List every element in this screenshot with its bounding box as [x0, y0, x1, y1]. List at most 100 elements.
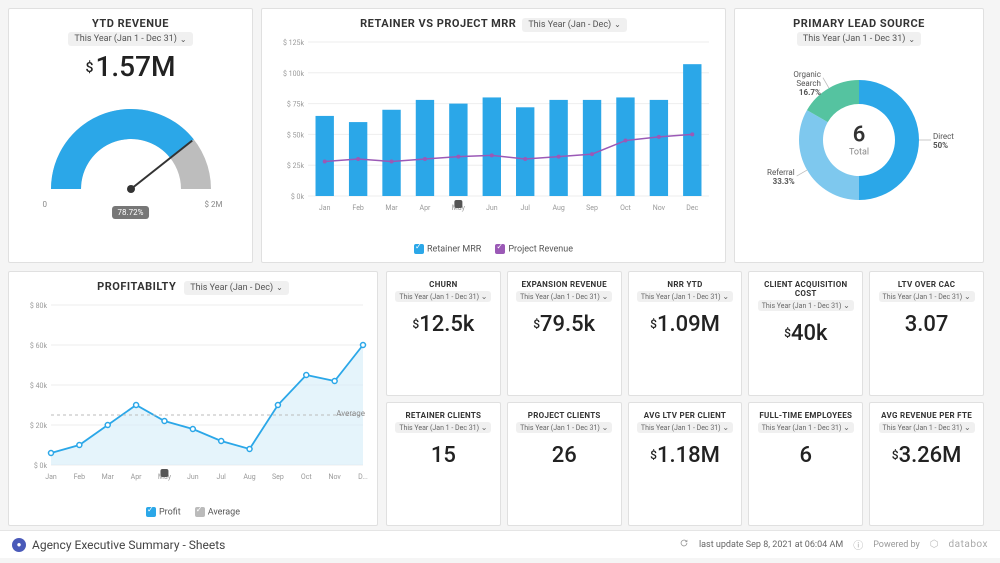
- svg-text:$ 60k: $ 60k: [30, 342, 48, 350]
- gauge-min-label: 0: [43, 200, 48, 209]
- gauge-pct-badge: 78.72%: [112, 206, 150, 219]
- ytd-revenue-title: YTD REVENUE: [92, 17, 169, 30]
- svg-text:Jan: Jan: [319, 204, 331, 212]
- svg-text:Mar: Mar: [102, 473, 115, 481]
- chevron-down-icon: ⌄: [908, 35, 915, 44]
- svg-text:Aug: Aug: [552, 204, 564, 212]
- chevron-down-icon: ⌄: [964, 292, 971, 301]
- ytd-revenue-card: YTD REVENUE This Year (Jan 1 - Dec 31) ⌄…: [8, 8, 253, 263]
- svg-text:Oct: Oct: [301, 473, 312, 481]
- kpi-value: $1.18M: [650, 443, 720, 468]
- refresh-icon[interactable]: [679, 538, 689, 551]
- mrr-chart-body: $ 0k$ 25k$ 50k$ 75k$ 100k$ 125kJanFebMar…: [270, 36, 717, 240]
- donut-center-value: 6: [849, 123, 869, 148]
- kpi-title: RETAINER CLIENTS: [406, 411, 482, 420]
- donut-slice-label: Direct50%: [933, 132, 954, 150]
- svg-text:$ 40k: $ 40k: [30, 382, 48, 390]
- donut-center: 6 Total: [849, 123, 869, 158]
- svg-text:Jun: Jun: [486, 204, 498, 212]
- profitability-title: PROFITABILTY: [97, 280, 176, 293]
- legend-retainer[interactable]: Retainer MRR: [414, 244, 481, 254]
- svg-text:Nov: Nov: [328, 473, 341, 481]
- kpi-period-select[interactable]: This Year (Jan 1 - Dec 31) ⌄: [758, 300, 854, 311]
- mrr-legend: Retainer MRR Project Revenue: [414, 244, 573, 254]
- svg-text:Sep: Sep: [272, 473, 284, 481]
- kpi-period-select[interactable]: This Year (Jan 1 - Dec 31) ⌄: [395, 291, 491, 302]
- svg-text:Oct: Oct: [620, 204, 631, 212]
- kpi-title: PROJECT CLIENTS: [528, 411, 601, 420]
- footer-bar: ● Agency Executive Summary - Sheets last…: [0, 530, 1000, 558]
- chevron-down-icon: ⌄: [614, 20, 621, 29]
- chevron-down-icon: ⌄: [276, 283, 283, 292]
- chevron-down-icon: ⌄: [722, 423, 729, 432]
- kpi-period-select[interactable]: This Year (Jan 1 - Dec 31) ⌄: [879, 291, 975, 302]
- donut-slice-label: Referral33.3%: [767, 168, 795, 186]
- kpi-value: $1.09M: [650, 312, 720, 337]
- gauge-max-label: $ 2M: [205, 200, 223, 209]
- last-update-text: last update Sep 8, 2021 at 06:04 AM: [699, 540, 843, 550]
- kpi-period-select[interactable]: This Year (Jan 1 - Dec 31) ⌄: [395, 422, 491, 433]
- row-2: PROFITABILTY This Year (Jan - Dec) ⌄ $ 0…: [8, 271, 984, 526]
- svg-text:$ 75k: $ 75k: [287, 101, 305, 109]
- kpi-title: CHURN: [429, 280, 457, 289]
- legend-profit[interactable]: Profit: [146, 507, 181, 517]
- kpi-value: 6: [800, 443, 813, 468]
- legend-project[interactable]: Project Revenue: [495, 244, 573, 254]
- mrr-chart-card: RETAINER VS PROJECT MRR This Year (Jan -…: [261, 8, 726, 263]
- board-name: Agency Executive Summary - Sheets: [32, 538, 225, 552]
- currency-prefix: $: [86, 60, 94, 76]
- period-label: This Year (Jan 1 - Dec 31): [803, 34, 906, 44]
- kpi-value: 26: [552, 443, 577, 468]
- kpi-title: AVG REVENUE PER FTE: [881, 411, 972, 420]
- kpi-title: FULL-TIME EMPLOYEES: [759, 411, 852, 420]
- kpi-period-select[interactable]: This Year (Jan 1 - Dec 31) ⌄: [637, 291, 733, 302]
- svg-text:$ 20k: $ 20k: [30, 422, 48, 430]
- kpi-value: $40k: [784, 321, 827, 346]
- mrr-period-select[interactable]: This Year (Jan - Dec) ⌄: [522, 18, 627, 32]
- kpi-title: CLIENT ACQUISITION COST: [753, 280, 858, 298]
- donut-slice-label: Organic Search16.7%: [769, 70, 821, 97]
- dashboard-grid: YTD REVENUE This Year (Jan 1 - Dec 31) ⌄…: [0, 0, 1000, 530]
- svg-text:D...: D...: [358, 473, 368, 481]
- kpi-period-select[interactable]: This Year (Jan 1 - Dec 31) ⌄: [879, 422, 975, 433]
- kpi-period-select[interactable]: This Year (Jan 1 - Dec 31) ⌄: [516, 291, 612, 302]
- ytd-revenue-period-select[interactable]: This Year (Jan 1 - Dec 31) ⌄: [68, 32, 192, 46]
- chevron-down-icon: ⌄: [843, 301, 850, 310]
- kpi-period-select[interactable]: This Year (Jan 1 - Dec 31) ⌄: [758, 422, 854, 433]
- kpi-card: LTV OVER CACThis Year (Jan 1 - Dec 31) ⌄…: [869, 271, 984, 396]
- period-label: This Year (Jan 1 - Dec 31): [74, 34, 177, 44]
- legend-average[interactable]: Average: [195, 507, 240, 517]
- svg-text:Jun: Jun: [187, 473, 199, 481]
- kpi-title: AVG LTV PER CLIENT: [644, 411, 726, 420]
- lead-source-period-select[interactable]: This Year (Jan 1 - Dec 31) ⌄: [797, 32, 921, 46]
- kpi-title: NRR YTD: [667, 280, 702, 289]
- brand-name: databox: [949, 539, 988, 550]
- svg-text:Apr: Apr: [420, 204, 431, 212]
- profitability-legend: Profit Average: [17, 507, 369, 517]
- svg-text:Apr: Apr: [131, 473, 142, 481]
- chevron-down-icon: ⌄: [481, 423, 488, 432]
- gauge-chart: 0 $ 2M 78.72%: [31, 89, 231, 209]
- kpi-card: EXPANSION REVENUEThis Year (Jan 1 - Dec …: [507, 271, 622, 396]
- kpi-period-select[interactable]: This Year (Jan 1 - Dec 31) ⌄: [516, 422, 612, 433]
- donut-chart: 6 Total Direct50%Referral33.3%Organic Se…: [769, 50, 949, 230]
- chevron-down-icon: ⌄: [722, 292, 729, 301]
- donut-center-label: Total: [849, 148, 869, 158]
- kpi-value: 15: [431, 443, 456, 468]
- info-icon[interactable]: ⓘ: [853, 537, 863, 552]
- kpi-card: FULL-TIME EMPLOYEES This Year (Jan 1 - De…: [748, 402, 863, 527]
- kpi-card: AVG REVENUE PER FTE This Year (Jan 1 - De…: [869, 402, 984, 527]
- profitability-period-select[interactable]: This Year (Jan - Dec) ⌄: [184, 281, 289, 295]
- svg-text:Jan: Jan: [45, 473, 57, 481]
- chevron-down-icon: ⌄: [602, 423, 609, 432]
- svg-text:Mar: Mar: [385, 204, 398, 212]
- period-label: This Year (Jan - Dec): [528, 20, 611, 30]
- profitability-card: PROFITABILTY This Year (Jan - Dec) ⌄ $ 0…: [8, 271, 378, 526]
- svg-text:Jul: Jul: [520, 204, 530, 212]
- kpi-period-select[interactable]: This Year (Jan 1 - Dec 31) ⌄: [637, 422, 733, 433]
- average-label: Average: [336, 409, 365, 418]
- kpi-value: $79.5k: [533, 312, 595, 337]
- svg-text:Jul: Jul: [216, 473, 226, 481]
- lead-source-card: PRIMARY LEAD SOURCE This Year (Jan 1 - D…: [734, 8, 984, 263]
- kpi-value: $3.26M: [892, 443, 962, 468]
